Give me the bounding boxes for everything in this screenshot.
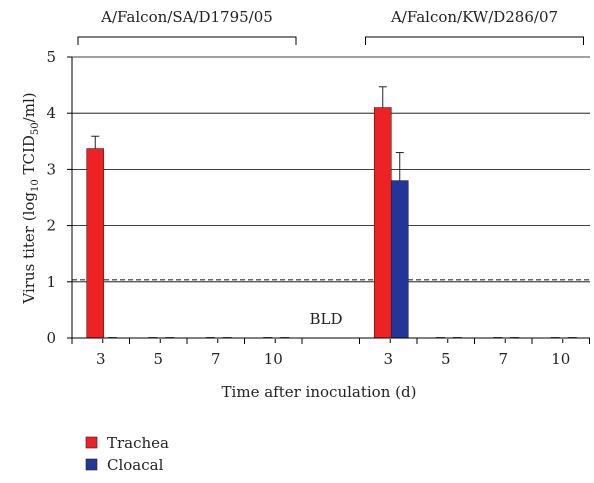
x-tick-label: 10 xyxy=(264,350,283,368)
y-tick-label: 3 xyxy=(46,160,56,178)
x-tick-label: 7 xyxy=(211,350,221,368)
y-axis: 0 1 2 3 4 5 xyxy=(46,48,73,347)
group-title: A/Falcon/KW/D286/07 xyxy=(390,8,558,26)
plot-area xyxy=(72,56,590,339)
legend-label-cloacal: Cloacal xyxy=(107,456,164,474)
legend-swatch-trachea xyxy=(85,436,98,449)
group-bracket xyxy=(365,36,584,45)
group-brackets: A/Falcon/SA/D1795/05 A/Falcon/KW/D286/07 xyxy=(77,8,584,45)
y-tick-label: 5 xyxy=(46,48,56,66)
x-tick-label: 10 xyxy=(551,350,570,368)
x-tick-label: 3 xyxy=(383,350,393,368)
bar-trachea xyxy=(86,148,105,339)
y-tick-label: 2 xyxy=(46,217,56,235)
y-axis-label-part: 10 xyxy=(30,179,41,192)
y-axis-label-part: 50 xyxy=(30,122,41,135)
y-axis-label-part: TCID xyxy=(20,135,38,179)
x-tick-label: 3 xyxy=(96,350,106,368)
y-axis-label-part: /ml) xyxy=(20,92,38,122)
bar-trachea xyxy=(373,107,392,339)
y-axis-label-part: Virus titer (log xyxy=(20,192,38,305)
threshold-label: BLD xyxy=(309,310,342,328)
legend-swatch-cloacal xyxy=(85,458,98,471)
x-axis-label: Time after inoculation (d) xyxy=(222,383,417,401)
y-tick-label: 0 xyxy=(46,329,56,347)
legend: Trachea Cloacal xyxy=(85,434,169,474)
group-title: A/Falcon/SA/D1795/05 xyxy=(100,8,273,26)
y-axis-label: Virus titer (log10 TCID50/ml) xyxy=(20,92,41,304)
legend-label-trachea: Trachea xyxy=(107,434,169,452)
x-tick-label: 5 xyxy=(441,350,451,368)
y-tick-label: 1 xyxy=(46,273,56,291)
y-tick-label: 4 xyxy=(46,104,56,122)
x-axis: 3 5 7 10 3 5 7 10 xyxy=(71,337,590,368)
x-tick-label: 7 xyxy=(498,350,508,368)
bar-cloacal xyxy=(390,180,409,339)
x-tick-label: 5 xyxy=(153,350,163,368)
group-bracket xyxy=(77,36,297,45)
